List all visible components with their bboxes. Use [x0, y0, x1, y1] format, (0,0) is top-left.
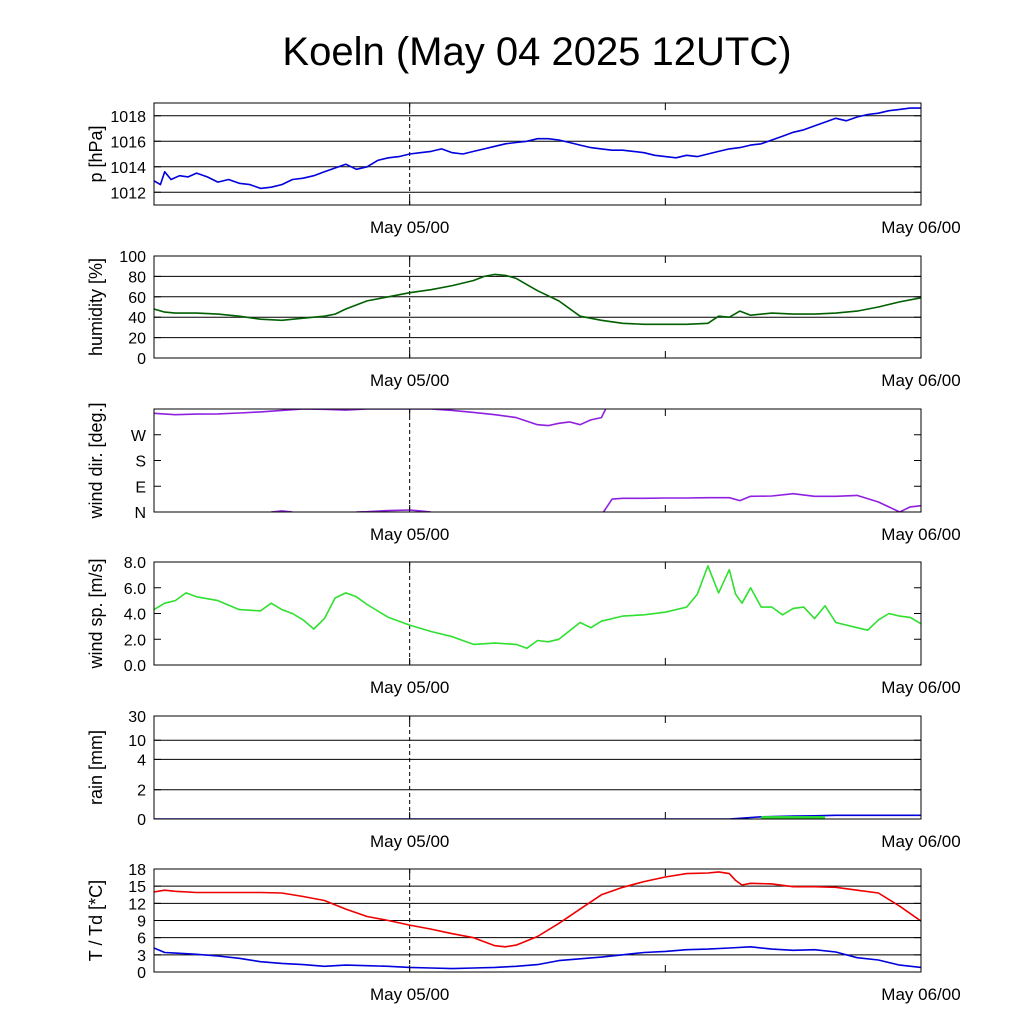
y-tick-label: 1012: [110, 185, 146, 202]
y-tick-label: 20: [128, 331, 146, 348]
chart-title: Koeln (May 04 2025 12UTC): [282, 30, 791, 74]
y-tick-label: 2.0: [124, 632, 146, 649]
y-axis-label: rain [mm]: [86, 730, 106, 805]
y-tick-label: 8.0: [124, 555, 146, 572]
series-line-wind_direction-0-0: [154, 409, 607, 427]
y-tick-label: 100: [119, 249, 146, 266]
y-tick-label: 3: [137, 948, 146, 965]
y-tick-label: 18: [128, 862, 146, 879]
x-tick-label: May 06/00: [881, 832, 960, 851]
series-line-humidity-0-0: [154, 273, 921, 326]
y-tick-label: 1016: [110, 134, 146, 151]
y-axis-label: T / Td [*C]: [86, 880, 106, 961]
y-tick-label: 80: [128, 269, 146, 286]
x-tick-label: May 05/00: [370, 218, 449, 237]
x-tick-label: May 05/00: [370, 678, 449, 697]
x-tick-label: May 05/00: [370, 832, 449, 851]
series-line-temperature-1-0: [154, 945, 921, 970]
y-tick-label: 4.0: [124, 607, 146, 624]
y-tick-label: 0.0: [124, 658, 146, 675]
x-tick-label: May 06/00: [881, 678, 960, 697]
panel-frame: [153, 715, 922, 820]
y-tick-label: 2: [137, 783, 146, 800]
y-tick-label: 1018: [110, 109, 146, 126]
x-tick-label: May 05/00: [370, 525, 449, 544]
y-tick-label: 30: [128, 709, 146, 726]
y-tick-label: 4: [137, 752, 146, 769]
y-tick-label: 6.0: [124, 581, 146, 598]
y-tick-label: E: [135, 479, 146, 496]
rain-bar: [761, 816, 826, 819]
series-line-wind_speed-0-0: [154, 565, 921, 650]
series-group: [154, 871, 921, 970]
y-tick-label: 0: [137, 812, 146, 829]
y-tick-label: W: [131, 428, 147, 445]
y-tick-label: 0: [137, 965, 146, 982]
y-axis-label: wind sp. [m/s]: [86, 558, 106, 669]
y-tick-label: 60: [128, 290, 146, 307]
panel-pressure: 1012 1014 1016 1018 May 05/00 May 06/00 p [hPa…: [86, 102, 961, 237]
y-tick-label: 9: [137, 914, 146, 931]
x-tick-label: May 06/00: [881, 525, 960, 544]
series-group: [154, 565, 921, 650]
y-axis-label: humidity [%]: [86, 258, 106, 356]
panel-rain: 0 2 4 10 30 May 05/00 May 06/00 rain [mm]: [86, 709, 961, 851]
y-tick-label: 6: [137, 931, 146, 948]
y-tick-label: S: [135, 454, 146, 471]
panel-frame: [153, 561, 922, 666]
panel-frame: [153, 255, 922, 359]
panel-wind_speed: 0.0 2.0 4.0 6.0 8.0 May 05/00 May 06/00 wind sp…: [86, 555, 961, 697]
y-tick-label: 15: [128, 879, 146, 896]
panel-humidity: 0 20 40 60 80 100 May 05/00 May 06/00 humidity […: [86, 249, 961, 390]
x-tick-label: May 06/00: [881, 985, 960, 1004]
series-line-wind_direction-0-3: [602, 492, 921, 512]
series-group: [154, 273, 921, 326]
series-group: [154, 814, 921, 819]
y-axis-label: p [hPa]: [86, 125, 106, 182]
y-tick-label: 40: [128, 310, 146, 327]
y-tick-label: 0: [137, 351, 146, 368]
series-group: [154, 107, 921, 190]
y-tick-label: 10: [128, 733, 146, 750]
y-axis-label: wind dir. [deg.]: [86, 402, 106, 519]
panel-frame: [153, 102, 922, 206]
series-line-temperature-0-0: [154, 871, 921, 948]
y-tick-label: 1014: [110, 160, 146, 177]
series-group: [154, 409, 921, 512]
y-tick-label: 12: [128, 896, 146, 913]
series-line-pressure-0-0: [154, 107, 921, 190]
y-tick-label: N: [134, 505, 146, 522]
x-tick-label: May 06/00: [881, 371, 960, 390]
x-tick-label: May 06/00: [881, 218, 960, 237]
x-tick-label: May 05/00: [370, 371, 449, 390]
x-tick-label: May 05/00: [370, 985, 449, 1004]
